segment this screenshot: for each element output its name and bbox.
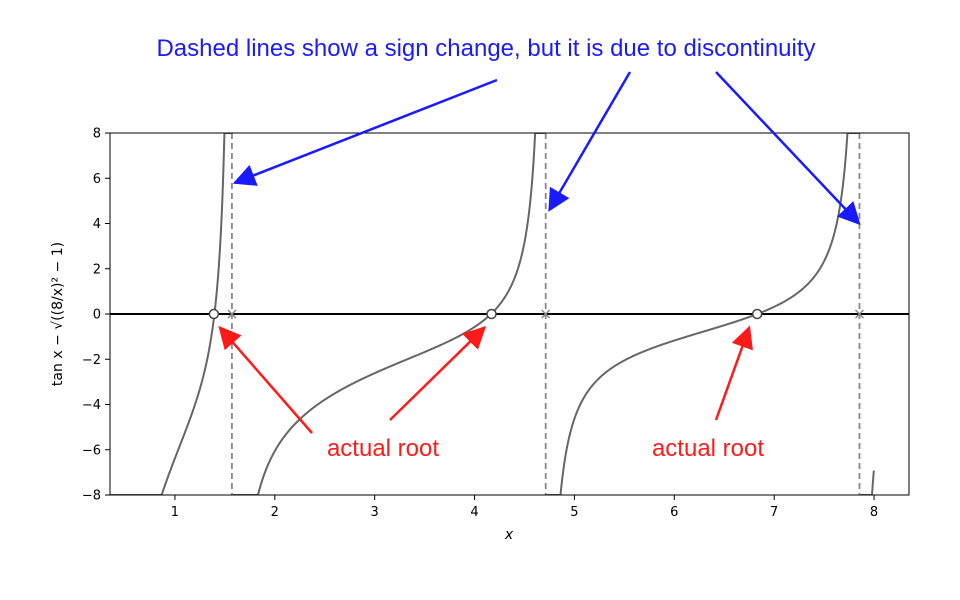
y-axis-label: tan x − √((8/x)² − 1): [50, 242, 66, 386]
y-tick-label-6: 6: [93, 172, 101, 187]
x-tick-label-4: 4: [470, 505, 478, 520]
root-point-3: [751, 308, 763, 320]
blue-arrow-2: [548, 71, 632, 212]
sign-change-marker-2: [541, 309, 551, 319]
y-tick-label--8: −8: [82, 489, 101, 504]
sign-change-marker-3: [854, 309, 864, 319]
sign-change-marker-1: [227, 309, 237, 319]
x-tick-label-2: 2: [271, 505, 279, 520]
function-curve-segment-13: [546, 133, 859, 495]
y-tick-label--6: −6: [82, 443, 101, 458]
x-tick-label-8: 8: [870, 505, 878, 520]
annotation-layer: Dashed lines show a sign change, but it …: [156, 35, 861, 462]
x-axis-label: x: [504, 527, 514, 543]
blue-arrow-1: [232, 78, 498, 186]
root-label-left: actual root: [327, 435, 439, 462]
plot-layer: [110, 133, 909, 495]
y-tick-label-0: 0: [93, 308, 101, 323]
red-arrow-2-1: [714, 325, 753, 421]
ticks-layer: 1 2 3 4 5 6 7 8 8 6 4 2 0 −2 −4 −6 −8: [82, 127, 878, 521]
y-tick-label--4: −4: [82, 398, 101, 413]
x-tick-label-3: 3: [371, 505, 379, 520]
root-point-2: [486, 308, 497, 320]
red-arrow-1-2: [389, 326, 487, 421]
root-label-right: actual root: [652, 435, 764, 462]
x-tick-label-6: 6: [670, 505, 678, 520]
y-tick-label-2: 2: [93, 262, 101, 277]
dashed-lines-note: Dashed lines show a sign change, but it …: [156, 35, 815, 62]
blue-arrow-3: [715, 71, 861, 226]
x-tick-label-7: 7: [770, 505, 778, 520]
y-tick-label-8: 8: [93, 127, 101, 142]
x-tick-label-5: 5: [570, 505, 578, 520]
root-point-1: [208, 308, 220, 320]
y-tick-label-4: 4: [93, 217, 101, 232]
function-curve-segment-1: [110, 133, 232, 495]
x-tick-label-1: 1: [171, 505, 179, 520]
function-curve-segment-19: [860, 470, 875, 495]
y-tick-label--2: −2: [82, 353, 101, 368]
red-arrow-1-1: [218, 325, 313, 434]
